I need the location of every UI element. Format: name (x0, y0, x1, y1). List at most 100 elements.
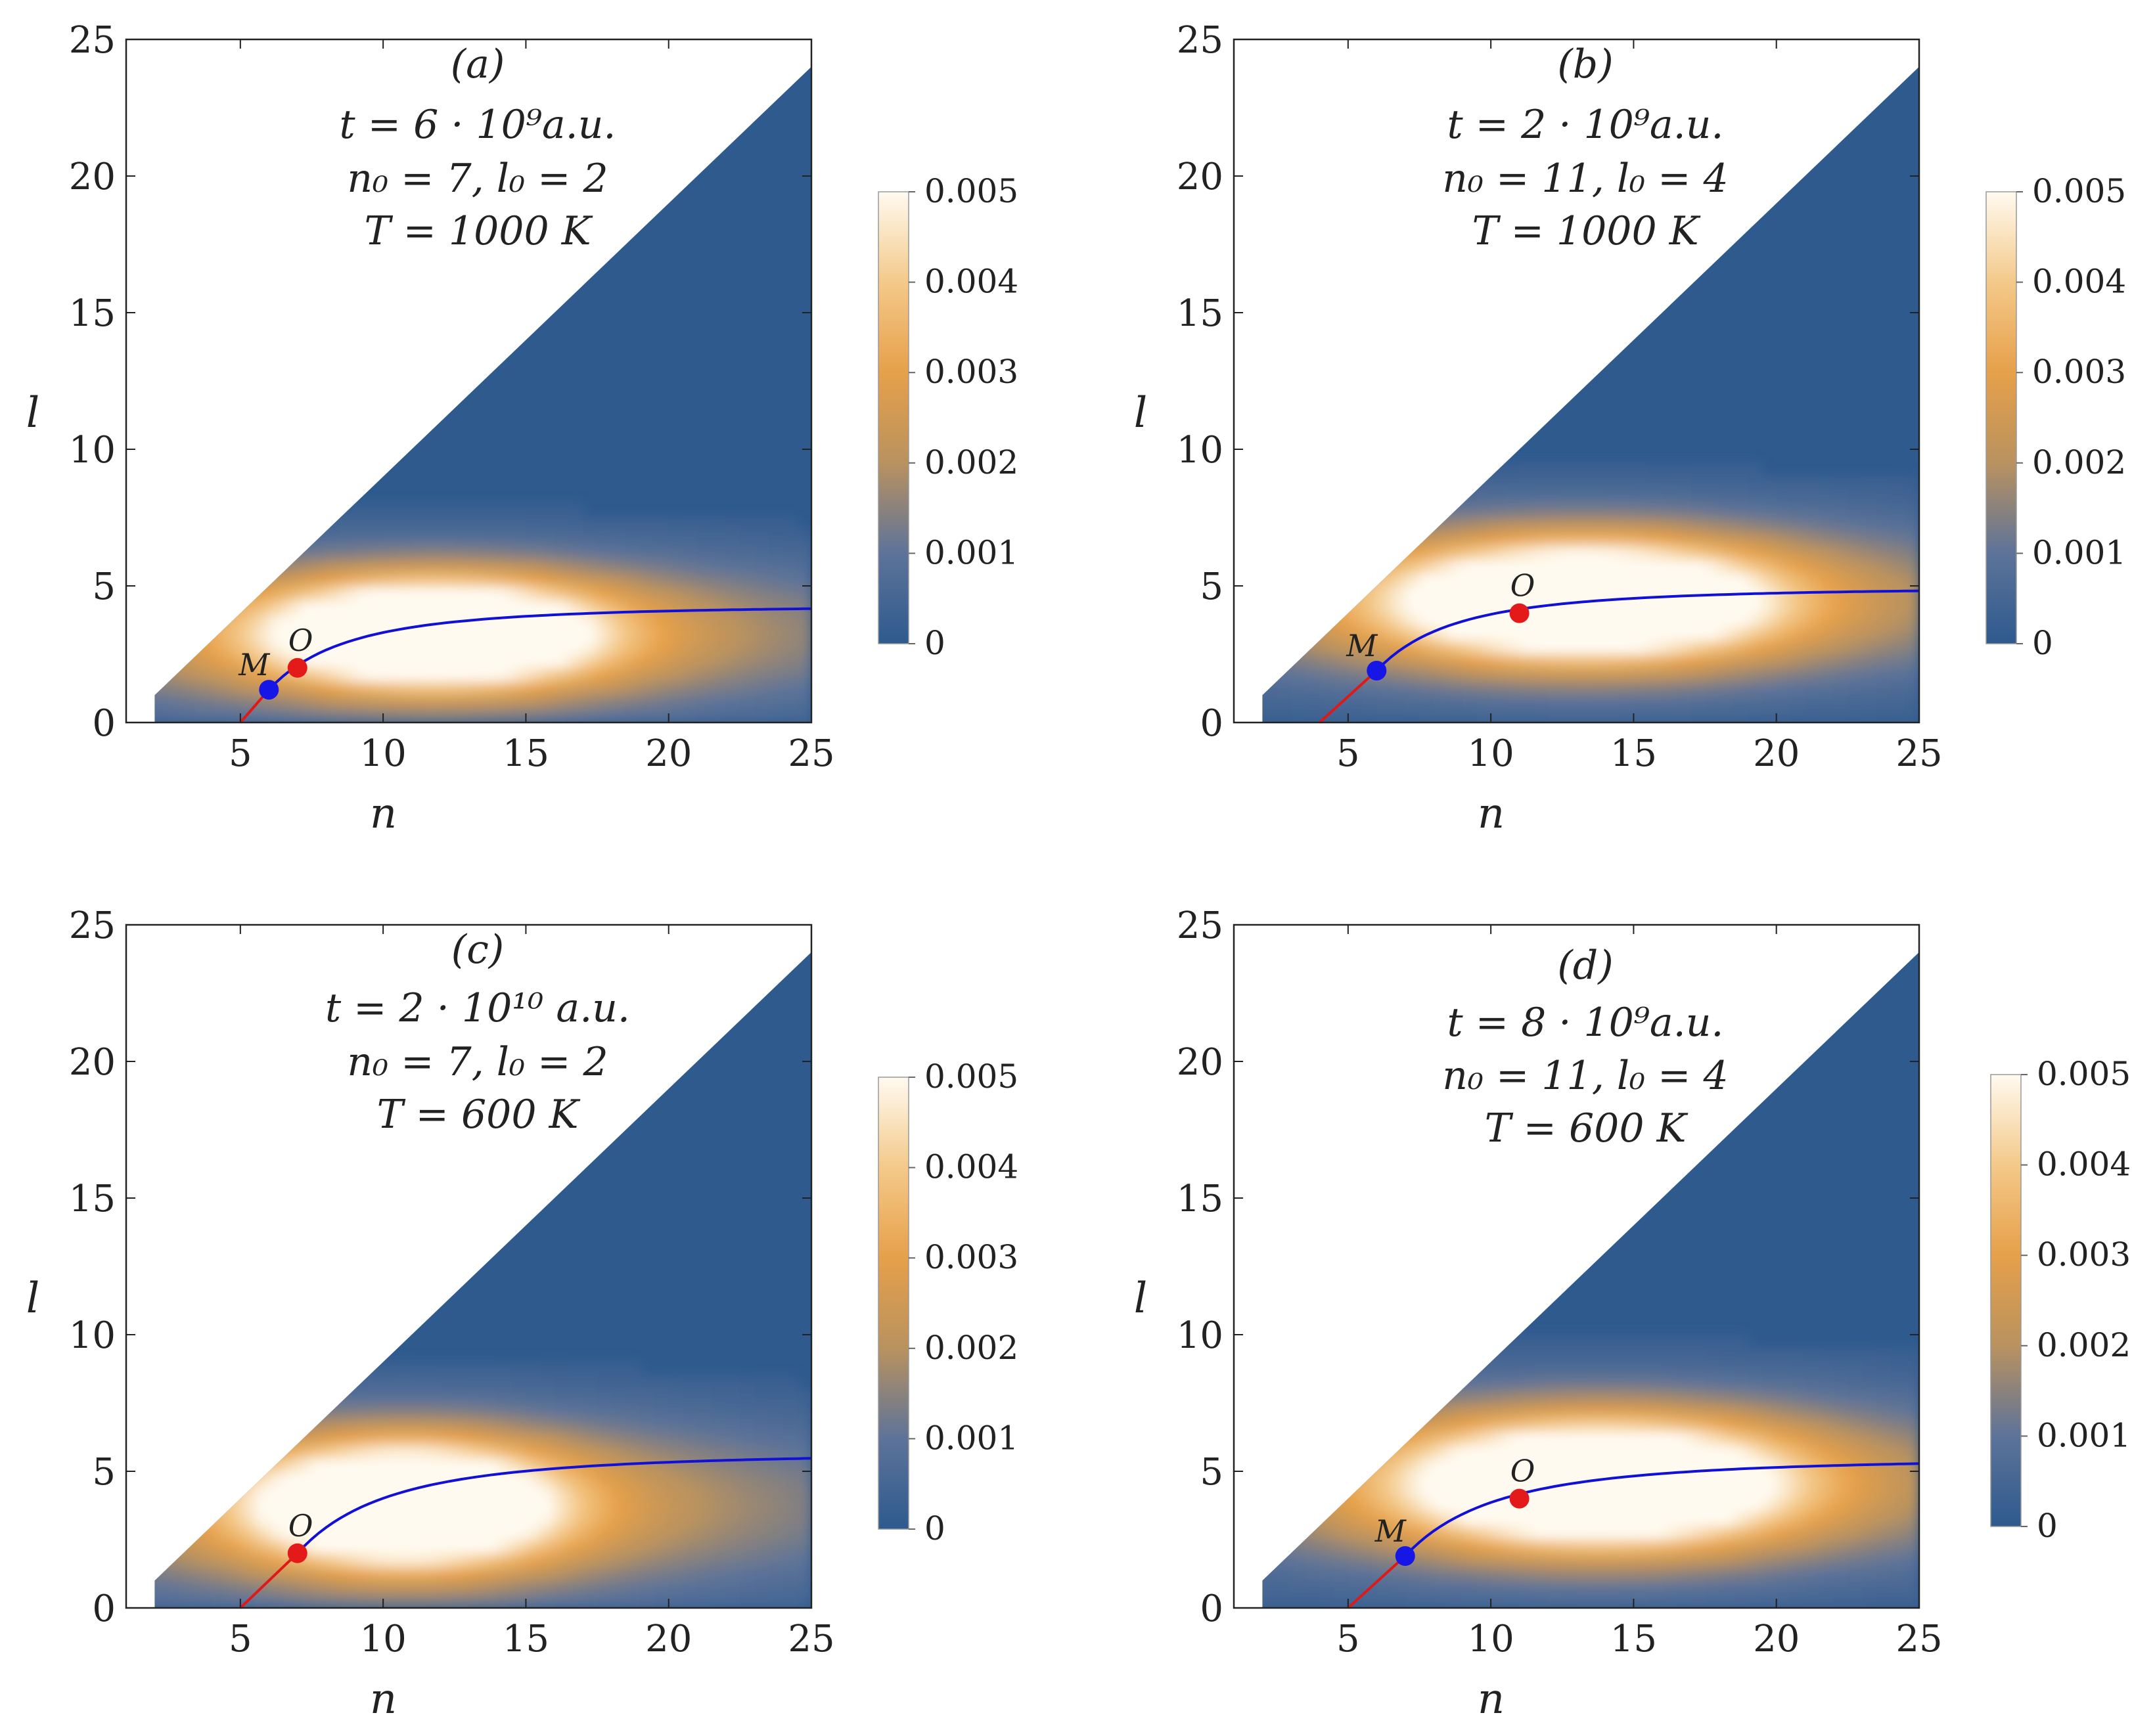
colorbar-gradient (1985, 191, 2017, 644)
y-tick-label: 25 (1177, 19, 1223, 62)
y-axis-label: l (26, 389, 39, 437)
x-tick-label: 20 (645, 732, 692, 775)
y-tick-label: 15 (1177, 1178, 1223, 1220)
y-tick-label: 15 (1177, 292, 1223, 335)
x-tick-label: 10 (359, 1618, 406, 1660)
point-M (1395, 1546, 1415, 1566)
colorbar-tick-label: 0.005 (924, 1057, 1018, 1096)
y-tick-label: 5 (92, 566, 116, 608)
x-axis-label: n (370, 1675, 397, 1724)
y-tick-label: 0 (92, 702, 116, 745)
x-tick-label: 15 (503, 1618, 549, 1660)
colorbar-tick-label: 0.001 (924, 533, 1018, 571)
colorbar-tick-label: 0.004 (924, 263, 1018, 301)
x-tick-label: 5 (229, 1618, 252, 1660)
y-tick-label: 10 (69, 1314, 116, 1357)
colorbar-gradient (878, 191, 909, 644)
x-tick-label: 15 (1610, 1618, 1657, 1660)
colorbar-tick-label: 0 (2037, 1507, 2058, 1545)
x-tick-label: 20 (645, 1618, 692, 1660)
y-tick-label: 25 (69, 904, 116, 947)
blue-curve (267, 607, 812, 691)
annotation-line: T = 600 K (377, 1092, 581, 1138)
y-axis-label: l (1134, 1274, 1147, 1323)
colorbar: 0 0.001 0.002 0.003 0.004 0.005 (1985, 172, 2126, 662)
colorbar-tick-label: 0.005 (2032, 172, 2126, 210)
y-tick-label: 10 (1177, 429, 1223, 472)
point-label-O: O (288, 623, 313, 658)
blue-curve (1375, 589, 1920, 672)
blue-curve (1404, 1462, 1920, 1557)
point-O (1509, 603, 1530, 623)
x-tick-label: 25 (1895, 732, 1942, 775)
colorbar-tick-label: 0 (924, 624, 945, 662)
point-label-M: M (1374, 1513, 1407, 1549)
colorbar-tick-label: 0.003 (2037, 1235, 2131, 1274)
colorbar-tick-label: 0 (2032, 624, 2053, 662)
x-tick-label: 15 (1610, 732, 1657, 775)
x-axis-label: n (1478, 1675, 1505, 1724)
annotation-line: n₀ = 11, l₀ = 4 (1442, 1053, 1728, 1099)
y-tick-label: 15 (69, 1178, 116, 1220)
colorbar-tick-label: 0.003 (2032, 353, 2126, 391)
annotation-line: T = 1000 K (364, 208, 593, 254)
colorbar-tick-label: 0.002 (2032, 443, 2126, 481)
panel-c: O 5 10 15 20 25 0 5 10 15 20 25 n l (c) t = 2 · 10¹⁰ a.… (26, 904, 1018, 1724)
colorbar-tick-label: 0.004 (2032, 263, 2126, 301)
y-tick-label: 10 (69, 429, 116, 472)
y-tick-label: 20 (69, 1041, 116, 1084)
y-tick-label: 20 (1177, 156, 1223, 198)
y-tick-label: 5 (1200, 1451, 1223, 1494)
point-label-O: O (1510, 1454, 1535, 1489)
panel-b: M O 5 10 15 20 25 0 5 10 15 20 25 n l (b) t = 2 · 10⁹a.u… (1134, 19, 2126, 838)
y-tick-label: 25 (1177, 904, 1223, 947)
panel-d: M O 5 10 15 20 25 0 5 10 15 20 25 n l (d) t = 8 · 10⁹a.u… (1134, 904, 2131, 1724)
y-tick-label: 20 (1177, 1041, 1223, 1084)
y-axis-label: l (26, 1274, 39, 1323)
point-label-O: O (288, 1508, 313, 1544)
plot-frame (125, 924, 813, 1609)
annotation-line: n₀ = 7, l₀ = 2 (347, 156, 608, 202)
colorbar-tick-label: 0.004 (2037, 1146, 2131, 1184)
plot-frame (1233, 924, 1920, 1609)
y-tick-label: 25 (69, 19, 116, 62)
colorbar-tick-label: 0.001 (2037, 1416, 2131, 1454)
colorbar-tick-label: 0.002 (924, 1329, 1018, 1367)
x-tick-label: 25 (1895, 1618, 1942, 1660)
point-label-M: M (238, 647, 271, 682)
annotation-line: T = 600 K (1485, 1105, 1689, 1151)
plot-frame (125, 38, 813, 724)
panel-tag: (d) (1557, 943, 1613, 989)
x-tick-label: 10 (1467, 732, 1514, 775)
point-label-M: M (1346, 628, 1378, 663)
red-line (1319, 669, 1378, 724)
annotation-line: n₀ = 11, l₀ = 4 (1442, 156, 1728, 202)
y-tick-label: 5 (1200, 566, 1223, 608)
y-tick-label: 10 (1177, 1314, 1223, 1357)
colorbar-tick-label: 0.002 (2037, 1326, 2131, 1364)
colorbar-tick-label: 0.004 (924, 1148, 1018, 1186)
colorbar-tick-label: 0.005 (2037, 1055, 2131, 1093)
colorbar-gradient (1990, 1074, 2022, 1527)
x-tick-label: 20 (1753, 732, 1800, 775)
panel-tag: (b) (1557, 41, 1613, 87)
y-tick-label: 20 (69, 156, 116, 198)
y-tick-label: 0 (92, 1588, 116, 1630)
colorbar-tick-label: 0.001 (924, 1419, 1018, 1457)
y-tick-label: 0 (1200, 702, 1223, 745)
colorbar-tick-label: 0.001 (2032, 533, 2126, 571)
panel-tag: (a) (451, 41, 505, 87)
colorbar-tick-label: 0 (924, 1509, 945, 1547)
x-axis-label: n (1478, 790, 1505, 838)
point-label-O: O (1510, 568, 1535, 604)
colorbar-tick-label: 0.003 (924, 1238, 1018, 1276)
blue-curve (296, 1457, 812, 1555)
x-tick-label: 15 (503, 732, 549, 775)
colorbar: 0 0.001 0.002 0.003 0.004 0.005 (878, 1057, 1018, 1547)
point-M (259, 680, 279, 700)
x-tick-label: 5 (1336, 1618, 1360, 1660)
annotation-line: T = 1000 K (1472, 208, 1700, 254)
point-M (1367, 660, 1387, 680)
colorbar-tick-label: 0.002 (924, 443, 1018, 481)
